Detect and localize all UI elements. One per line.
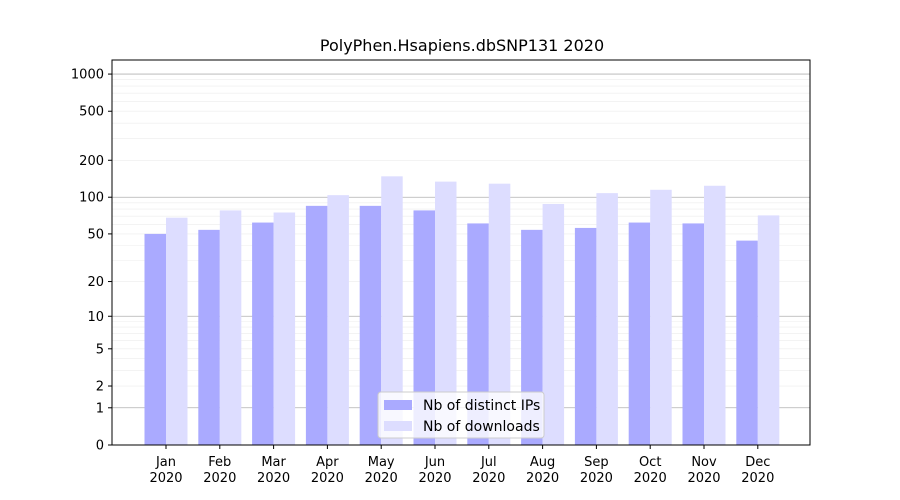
bar-distinct-ips	[574, 227, 597, 445]
y-tick-label: 500	[79, 105, 104, 120]
bar-downloads	[166, 217, 188, 445]
y-tick-label: 100	[79, 191, 104, 206]
y-tick-label: 1	[96, 401, 104, 416]
legend-label: Nb of distinct IPs	[423, 398, 540, 414]
x-tick-label: Dec 2020	[741, 455, 774, 486]
bar-distinct-ips	[628, 222, 651, 445]
bar-downloads	[704, 185, 726, 445]
bar-downloads	[488, 183, 511, 445]
x-tick-label: Nov 2020	[687, 455, 720, 486]
x-tick-label: Jan 2020	[149, 455, 182, 486]
bar-downloads	[381, 176, 403, 445]
bar-distinct-ips	[144, 233, 166, 445]
legend-label: Nb of downloads	[423, 419, 540, 435]
bar-distinct-ips	[521, 229, 543, 445]
x-tick-label: Mar 2020	[257, 455, 290, 486]
bar-distinct-ips	[413, 210, 435, 445]
bar-downloads	[435, 181, 457, 445]
bar-downloads	[219, 210, 242, 445]
x-tick-label: Apr 2020	[311, 455, 344, 486]
chart-title: PolyPhen.Hsapiens.dbSNP131 2020	[320, 36, 604, 55]
legend-swatch	[384, 400, 412, 410]
bar-distinct-ips	[198, 229, 220, 445]
y-axis: 0 1 2 5 10 20 50 100 200 500 1000	[71, 68, 112, 454]
x-tick-label: May 2020	[365, 455, 398, 486]
y-tick-label: 1000	[71, 68, 104, 83]
y-tick-label: 5	[96, 342, 104, 357]
bar-distinct-ips	[252, 222, 274, 445]
bar-distinct-ips	[467, 223, 489, 445]
bar-distinct-ips	[682, 223, 704, 445]
x-tick-label: Feb 2020	[203, 455, 236, 486]
bar-downloads	[327, 195, 349, 445]
x-tick-label: Jul 2020	[472, 455, 505, 486]
bar-downloads	[273, 212, 296, 445]
x-tick-label: Oct 2020	[634, 455, 667, 486]
x-tick-label: Aug 2020	[526, 455, 559, 486]
legend-box	[377, 391, 545, 439]
bar-distinct-ips	[736, 240, 758, 445]
x-axis: Jan 2020 Feb 2020 Mar 2020 Apr 2020 May 2020 Jun 20…	[149, 445, 774, 486]
bar-downloads	[596, 193, 618, 445]
y-tick-label: 10	[87, 310, 104, 325]
bars	[144, 176, 780, 445]
y-tick-label: 200	[79, 154, 104, 169]
y-tick-label: 0	[96, 439, 104, 454]
y-tick-label: 2	[96, 380, 104, 395]
bar-downloads	[542, 204, 565, 445]
bar-downloads	[650, 189, 672, 445]
y-tick-label: 50	[87, 227, 104, 242]
legend-swatch	[384, 421, 412, 431]
y-tick-label: 20	[87, 275, 104, 290]
x-tick-label: Jun 2020	[418, 455, 451, 486]
bar-downloads	[757, 215, 780, 445]
bar-distinct-ips	[359, 205, 382, 445]
x-tick-label: Sep 2020	[580, 455, 613, 486]
legend: Nb of distinct IPs Nb of downloads	[377, 391, 545, 439]
plot-frame	[111, 59, 811, 446]
bar-distinct-ips	[305, 205, 328, 445]
